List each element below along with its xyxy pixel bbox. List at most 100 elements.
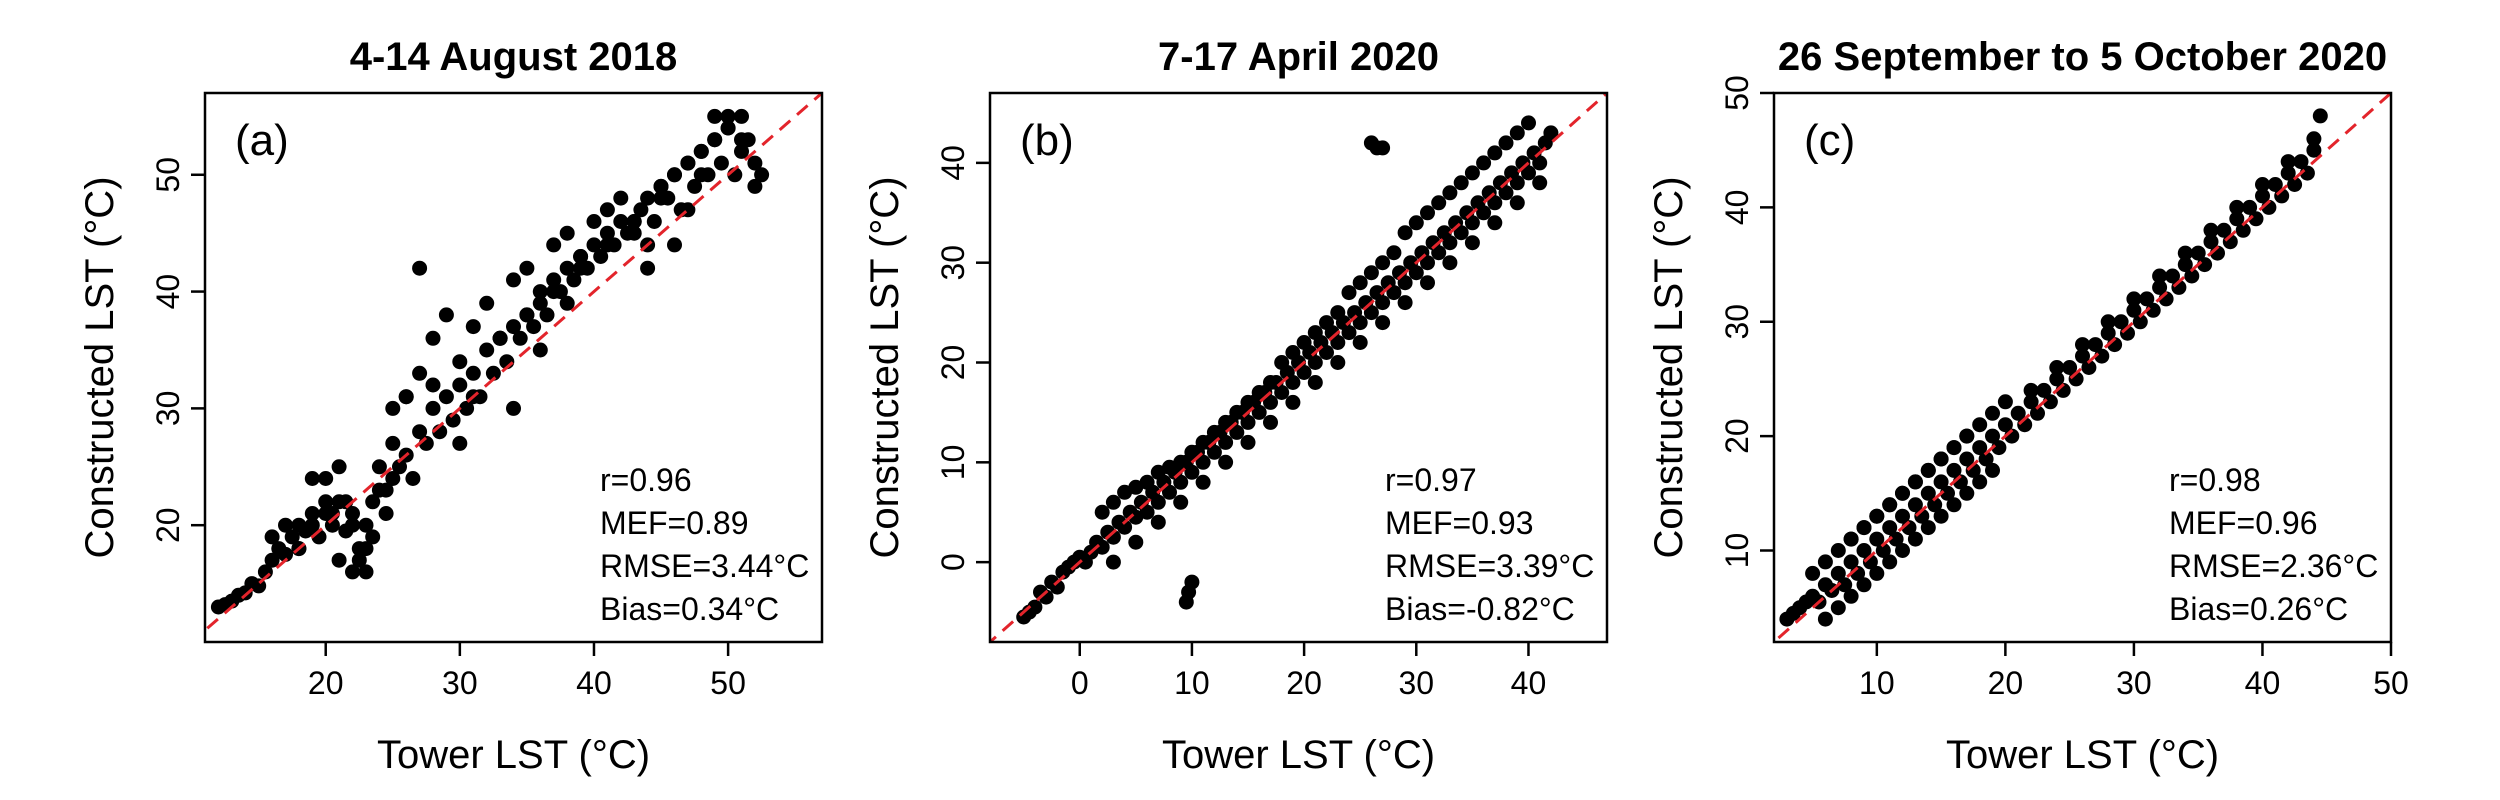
data-point [1240, 394, 1256, 410]
data-point [1882, 520, 1898, 536]
data-point [1263, 394, 1278, 410]
y-tick-label: 20 [150, 507, 186, 543]
stat-line: MEF=0.89 [600, 505, 749, 541]
data-point [2100, 325, 2116, 341]
data-point [1375, 140, 1391, 156]
data-point [1817, 611, 1833, 627]
y-tick-label: 30 [1719, 304, 1755, 340]
data-point [1352, 275, 1368, 291]
data-point [734, 143, 749, 159]
scatter-points [210, 108, 770, 615]
data-point [1195, 434, 1211, 450]
data-point [459, 400, 475, 416]
x-tick-label: 0 [1071, 665, 1089, 701]
data-point [1543, 125, 1559, 141]
data-point [1117, 519, 1133, 535]
data-point [1453, 225, 1469, 241]
x-tick-label: 40 [1511, 665, 1547, 701]
data-point [546, 237, 562, 253]
x-tick-label: 40 [576, 665, 612, 701]
data-point [586, 214, 602, 229]
data-point [1442, 185, 1458, 201]
data-point [1895, 485, 1910, 501]
data-point [693, 167, 709, 183]
data-point [2152, 279, 2168, 295]
panel-2: 7-17 April 2020 0 10 20 30 40 0 10 20 30 40 Tower L… [863, 35, 1609, 777]
data-point [1240, 434, 1256, 450]
data-point [734, 108, 749, 124]
data-point [1352, 315, 1368, 331]
data-point [345, 564, 360, 580]
stat-line: RMSE=2.36°C [2169, 548, 2378, 584]
data-point [747, 178, 763, 194]
data-point [599, 202, 615, 218]
data-point [1442, 255, 1458, 271]
data-point [539, 307, 555, 323]
panel-tag: (a) [235, 116, 289, 165]
data-point [1907, 497, 1923, 513]
x-tick-label: 50 [710, 665, 746, 701]
data-point [1972, 417, 1988, 433]
data-point [1386, 245, 1402, 261]
data-point [626, 225, 642, 241]
data-point [304, 517, 320, 533]
data-point [2139, 291, 2155, 307]
data-point [1094, 539, 1110, 555]
data-point [626, 214, 642, 229]
data-point [1920, 485, 1936, 501]
stat-line: r=0.97 [1385, 462, 1477, 498]
data-point [613, 214, 629, 229]
data-point [1895, 508, 1910, 524]
data-point [559, 225, 575, 241]
panel-title: 4-14 August 2018 [350, 35, 678, 79]
x-axis-label: Tower LST (°C) [1162, 733, 1435, 777]
data-point [1240, 414, 1256, 430]
data-point [425, 330, 441, 346]
plot-frame [203, 91, 824, 644]
data-point [640, 190, 656, 206]
data-point [613, 190, 629, 206]
data-point [1920, 520, 1936, 536]
stat-line: RMSE=3.39°C [1385, 548, 1594, 584]
data-point [546, 284, 562, 300]
data-point [506, 272, 521, 288]
data-point [1420, 205, 1435, 221]
data-point [586, 237, 602, 253]
data-point [2190, 245, 2206, 261]
data-point [278, 517, 293, 533]
data-point [1218, 454, 1234, 470]
data-point [1184, 464, 1200, 480]
data-point [1341, 325, 1357, 341]
data-point [1487, 145, 1503, 161]
data-point [1162, 459, 1177, 475]
data-point [1875, 543, 1891, 558]
data-point [1946, 462, 1962, 478]
data-point [1408, 265, 1424, 281]
data-point [1985, 405, 2000, 421]
y-tick-label: 30 [935, 245, 971, 281]
stat-line: Bias=0.26°C [2169, 591, 2348, 627]
data-point [264, 529, 280, 545]
data-point [1997, 394, 2013, 410]
y-axis-label: Constructed LST (°C) [1647, 176, 1691, 558]
data-point [1498, 185, 1514, 201]
data-point [1985, 462, 2000, 478]
data-point [506, 319, 521, 335]
data-point [532, 295, 548, 311]
data-point [392, 459, 407, 475]
data-point [425, 400, 441, 416]
data-point [1173, 454, 1189, 470]
data-point [526, 319, 542, 335]
x-tick-label: 40 [2245, 665, 2281, 701]
data-point [1959, 428, 1975, 444]
data-point [1397, 295, 1413, 311]
data-point [566, 272, 582, 288]
data-point [2229, 199, 2245, 215]
data-point [1817, 554, 1833, 570]
data-point [1296, 335, 1312, 350]
data-point [358, 564, 374, 580]
data-point [1274, 385, 1290, 400]
data-point [345, 517, 360, 533]
data-point [2049, 360, 2065, 375]
